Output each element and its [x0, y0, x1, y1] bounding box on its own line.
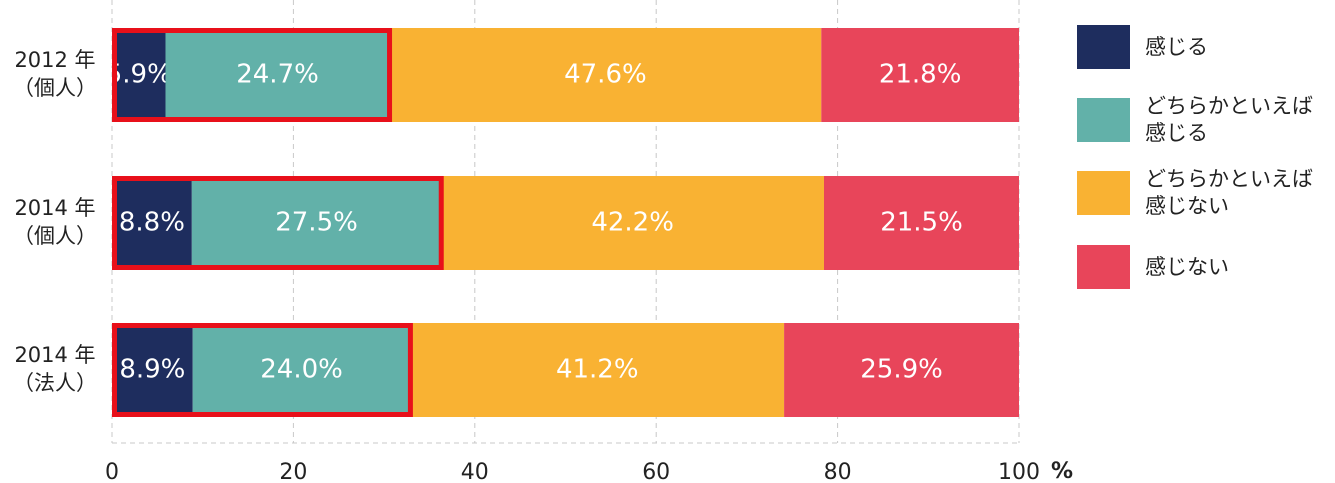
- x-axis-label: %: [1051, 459, 1073, 483]
- legend-label: どちらかといえば感じない: [1145, 167, 1313, 218]
- y-tick-label: 2014 年: [14, 343, 95, 367]
- x-tick-label: 20: [279, 460, 307, 483]
- legend-entry: どちらかといえば感じる: [1145, 94, 1313, 145]
- bar-segment: [784, 323, 1019, 417]
- legend-swatch: [1077, 171, 1130, 215]
- legend-label: 感じない: [1145, 254, 1229, 279]
- bar-segment: [192, 323, 411, 417]
- y-tick-label: 2012 年: [14, 48, 95, 72]
- bar-segment: [821, 28, 1019, 122]
- highlight-box: [112, 323, 413, 417]
- data-label: 21.8%: [879, 60, 962, 90]
- data-label: 21.5%: [880, 208, 963, 238]
- data-label: 8.9%: [119, 355, 185, 385]
- y-tick-label: 2014 年: [14, 196, 95, 220]
- x-tick-label: 0: [105, 460, 119, 483]
- bar-segment: [389, 28, 822, 122]
- legend-label: どちらかといえば感じる: [1145, 94, 1313, 145]
- legend-entry: 感じない: [1145, 254, 1229, 279]
- x-tick-label: 40: [461, 460, 489, 483]
- highlight-box: [112, 28, 393, 122]
- bar-segment: [112, 28, 166, 122]
- bar-segment: [410, 323, 785, 417]
- legend-label: 感じる: [1145, 34, 1208, 59]
- bar-segment: [191, 176, 442, 270]
- bar-segment: [112, 323, 193, 417]
- x-tick-label: 80: [824, 460, 852, 483]
- legend-entry: 感じる: [1145, 34, 1208, 59]
- data-label: 25.9%: [860, 355, 943, 385]
- data-label: 41.2%: [556, 355, 639, 385]
- y-tick-label: （法人）: [13, 371, 97, 395]
- x-tick-label: 60: [642, 460, 670, 483]
- data-label: 47.6%: [564, 60, 647, 90]
- data-label: 24.7%: [236, 60, 319, 90]
- data-label: 8.8%: [119, 208, 185, 238]
- bar-segment: [441, 176, 824, 270]
- legend-swatch: [1077, 98, 1130, 142]
- highlight-box: [112, 176, 444, 270]
- legend-entry: どちらかといえば感じない: [1145, 167, 1313, 218]
- x-tick-label: 100: [998, 460, 1040, 483]
- data-label: 27.5%: [275, 208, 358, 238]
- y-tick-label: （個人）: [13, 76, 97, 100]
- bar-segment: [112, 176, 192, 270]
- legend-swatch: [1077, 245, 1130, 289]
- legend-swatch: [1077, 25, 1130, 69]
- bar-segment: [165, 28, 390, 122]
- data-label: 42.2%: [591, 208, 674, 238]
- data-label: 24.0%: [260, 355, 343, 385]
- y-tick-label: （個人）: [13, 224, 97, 248]
- bar-segment: [823, 176, 1019, 270]
